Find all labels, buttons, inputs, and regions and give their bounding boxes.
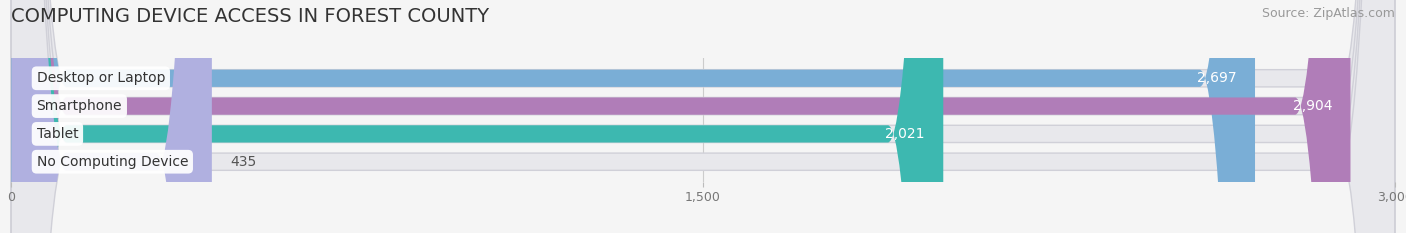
Text: Smartphone: Smartphone	[37, 99, 122, 113]
FancyBboxPatch shape	[11, 0, 1395, 233]
FancyBboxPatch shape	[11, 0, 1256, 233]
Text: 2,021: 2,021	[886, 127, 925, 141]
FancyBboxPatch shape	[11, 0, 1395, 233]
Text: Desktop or Laptop: Desktop or Laptop	[37, 71, 165, 85]
FancyBboxPatch shape	[11, 0, 1351, 233]
FancyBboxPatch shape	[11, 0, 1395, 233]
FancyBboxPatch shape	[11, 0, 943, 233]
FancyBboxPatch shape	[11, 0, 212, 233]
Text: Source: ZipAtlas.com: Source: ZipAtlas.com	[1261, 7, 1395, 20]
Text: 435: 435	[231, 155, 256, 169]
Text: 2,697: 2,697	[1197, 71, 1236, 85]
Text: Tablet: Tablet	[37, 127, 79, 141]
Text: No Computing Device: No Computing Device	[37, 155, 188, 169]
Text: 2,904: 2,904	[1292, 99, 1331, 113]
Text: COMPUTING DEVICE ACCESS IN FOREST COUNTY: COMPUTING DEVICE ACCESS IN FOREST COUNTY	[11, 7, 489, 26]
FancyBboxPatch shape	[11, 0, 1395, 233]
